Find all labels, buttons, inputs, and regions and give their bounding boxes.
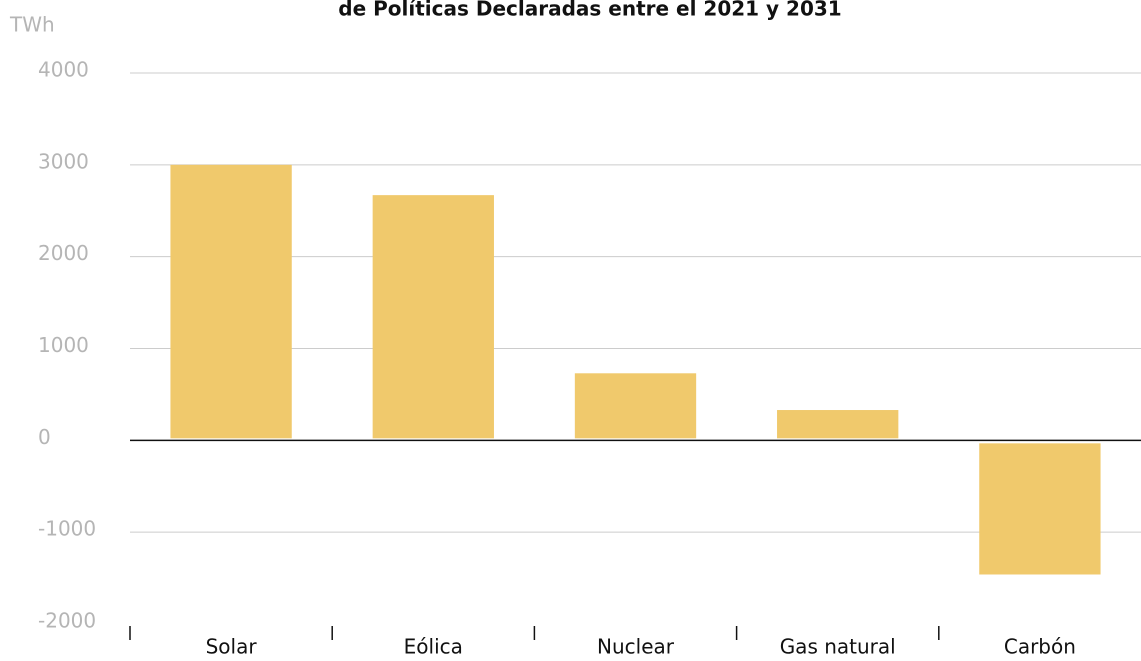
bar [777, 410, 899, 439]
bar [170, 164, 292, 439]
x-tick-label: Carbón [1004, 635, 1076, 659]
bar [979, 443, 1101, 575]
y-tick-label: 1000 [38, 333, 89, 357]
y-tick-label: 0 [38, 425, 51, 449]
bar [372, 195, 494, 439]
chart-title: de Políticas Declaradas entre el 2021 y … [338, 0, 841, 21]
y-tick-label: -2000 [38, 609, 96, 633]
y-axis-label: TWh [9, 13, 55, 37]
y-tick-label: 3000 [38, 149, 89, 173]
x-tick-label: Nuclear [597, 635, 675, 659]
y-tick-label: 4000 [38, 58, 89, 82]
x-tick-label: Gas natural [780, 635, 896, 659]
x-tick-label: Solar [206, 635, 258, 659]
y-tick-label: -1000 [38, 517, 96, 541]
y-tick-label: 2000 [38, 241, 89, 265]
bar [574, 373, 697, 439]
x-tick-label: Eólica [404, 635, 463, 659]
